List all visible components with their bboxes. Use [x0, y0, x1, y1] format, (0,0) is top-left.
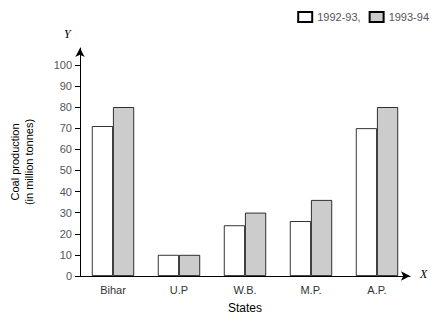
svg-text:100: 100 — [54, 59, 72, 71]
svg-text:40: 40 — [60, 186, 72, 198]
svg-text:M.P.: M.P. — [300, 284, 321, 296]
svg-text:W.B.: W.B. — [233, 284, 256, 296]
svg-text:30: 30 — [60, 207, 72, 219]
svg-text:Bihar: Bihar — [100, 284, 126, 296]
svg-text:90: 90 — [60, 80, 72, 92]
svg-text:1992-93,: 1992-93, — [317, 11, 360, 23]
svg-text:70: 70 — [60, 122, 72, 134]
svg-text:States: States — [228, 301, 262, 315]
svg-text:20: 20 — [60, 228, 72, 240]
svg-text:0: 0 — [66, 270, 72, 282]
svg-text:Y: Y — [64, 27, 72, 41]
svg-text:A.P.: A.P. — [367, 284, 386, 296]
svg-text:10: 10 — [60, 249, 72, 261]
svg-text:U.P: U.P — [170, 284, 188, 296]
svg-text:(in million tonnes): (in million tonnes) — [23, 119, 35, 205]
svg-text:1993-94: 1993-94 — [389, 11, 429, 23]
svg-text:Coal production: Coal production — [9, 123, 21, 200]
svg-text:60: 60 — [60, 143, 72, 155]
svg-text:80: 80 — [60, 101, 72, 113]
svg-text:X: X — [419, 267, 428, 281]
svg-text:50: 50 — [60, 164, 72, 176]
